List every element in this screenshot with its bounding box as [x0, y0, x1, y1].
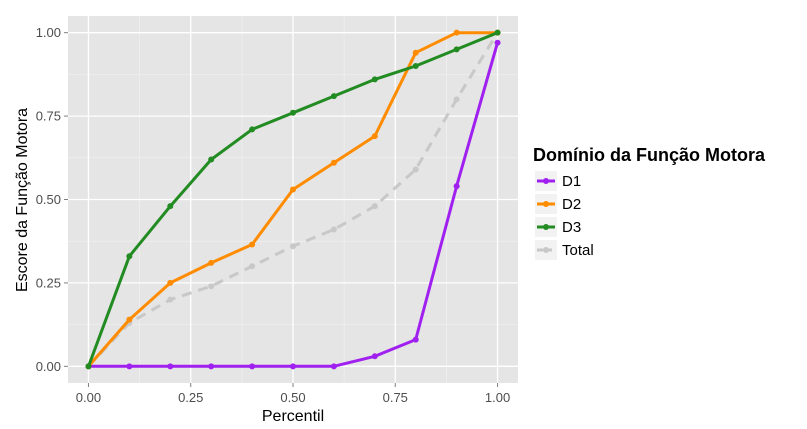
data-point-d1 — [126, 363, 133, 370]
data-point-d3 — [208, 156, 215, 163]
data-point-d2 — [167, 279, 174, 286]
legend-item-d3: D3 — [535, 217, 581, 237]
x-tick-label: 1.00 — [485, 390, 510, 405]
legend-item-total: Total — [535, 240, 594, 260]
data-point-d2 — [412, 49, 419, 56]
y-tick-label: 1.00 — [36, 25, 61, 40]
data-point-d2 — [290, 186, 296, 193]
data-point-total — [208, 283, 215, 290]
y-axis-title: Escore da Função Motora — [14, 108, 31, 292]
data-point-d1 — [167, 363, 174, 370]
series-d3 — [85, 29, 501, 370]
data-point-d2 — [249, 241, 256, 248]
x-tick-label: 0.75 — [383, 390, 408, 405]
y-tick-label: 0.50 — [36, 192, 61, 207]
data-point-d3 — [167, 203, 174, 210]
data-point-d3 — [494, 29, 501, 36]
legend-swatch-point-d3 — [543, 224, 549, 230]
legend-items: D1 D2 D3 Total — [535, 171, 594, 260]
data-point-d3 — [412, 63, 419, 70]
legend-item-d1: D1 — [535, 171, 581, 191]
data-point-d1 — [290, 363, 296, 370]
y-tick-label: 0.75 — [36, 109, 61, 124]
data-point-d1 — [453, 183, 460, 190]
data-point-d1 — [208, 363, 215, 370]
legend-item-d2: D2 — [535, 194, 581, 214]
y-tick-label: 0.25 — [36, 275, 61, 290]
data-point-d3 — [330, 93, 337, 100]
data-point-d2 — [330, 159, 337, 166]
data-point-d3 — [249, 126, 256, 133]
legend-label-d1: D1 — [562, 173, 581, 190]
data-point-d2 — [208, 259, 215, 266]
legend-label-d2: D2 — [562, 196, 581, 213]
x-tick-label: 0.25 — [178, 390, 203, 405]
x-axis-title: Percentil — [262, 408, 324, 425]
legend-swatch-point-d2 — [543, 201, 549, 207]
legend: Domínio da Função Motora D1 D2 D3 Total — [533, 145, 766, 260]
x-tick-label: 0.50 — [280, 390, 305, 405]
data-point-d2 — [371, 133, 378, 140]
data-point-total — [290, 243, 296, 250]
data-point-total — [453, 96, 460, 103]
data-point-d1 — [412, 336, 419, 343]
x-tick-label: 0.00 — [76, 390, 101, 405]
data-point-d3 — [85, 363, 92, 370]
data-point-total — [371, 203, 378, 210]
legend-title: Domínio da Função Motora — [533, 145, 766, 165]
legend-label-total: Total — [562, 242, 594, 259]
data-point-d3 — [290, 109, 296, 116]
data-point-total — [167, 296, 174, 303]
legend-swatch-point-d1 — [543, 178, 549, 184]
legend-swatch-point-total — [543, 247, 549, 253]
data-point-d3 — [126, 253, 133, 260]
data-point-d1 — [330, 363, 337, 370]
legend-label-d3: D3 — [562, 219, 581, 236]
data-point-d1 — [371, 353, 378, 360]
data-point-total — [412, 166, 419, 173]
series-d1 — [85, 39, 501, 370]
data-point-d2 — [126, 316, 133, 323]
data-point-d2 — [453, 29, 460, 36]
data-point-total — [330, 226, 337, 233]
y-tick-label: 0.00 — [36, 359, 61, 374]
data-point-d1 — [249, 363, 256, 370]
axes-layer: 0.00 0.25 0.50 0.75 1.00 0.00 0.25 0.50 0.75 1.00 — [36, 25, 511, 405]
data-point-total — [249, 263, 256, 270]
series-layer — [85, 29, 501, 370]
data-point-d3 — [371, 76, 378, 83]
data-point-d3 — [453, 46, 460, 53]
data-point-d1 — [494, 39, 501, 46]
